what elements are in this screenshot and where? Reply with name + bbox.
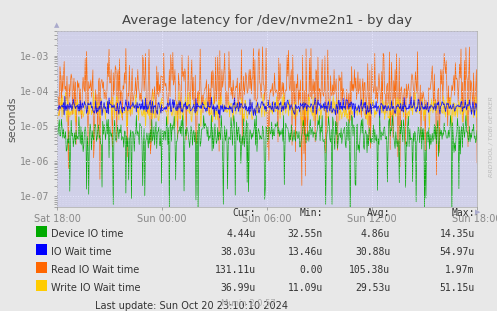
Text: ▲: ▲ [54, 22, 60, 28]
Text: 32.55n: 32.55n [288, 229, 323, 239]
Text: ▶: ▶ [475, 210, 480, 216]
Y-axis label: seconds: seconds [7, 96, 17, 142]
Text: Cur:: Cur: [233, 208, 256, 218]
Text: IO Wait time: IO Wait time [51, 247, 112, 257]
Text: Device IO time: Device IO time [51, 229, 124, 239]
Text: 36.99u: 36.99u [221, 283, 256, 293]
Text: Avg:: Avg: [367, 208, 390, 218]
Text: 0.00: 0.00 [300, 265, 323, 275]
Text: 54.97u: 54.97u [439, 247, 475, 257]
Text: 4.86u: 4.86u [361, 229, 390, 239]
Text: Min:: Min: [300, 208, 323, 218]
Text: Write IO Wait time: Write IO Wait time [51, 283, 141, 293]
Text: Munin 2.0.57: Munin 2.0.57 [221, 299, 276, 308]
Text: 38.03u: 38.03u [221, 247, 256, 257]
Text: 105.38u: 105.38u [349, 265, 390, 275]
Text: 51.15u: 51.15u [439, 283, 475, 293]
Text: 14.35u: 14.35u [439, 229, 475, 239]
Text: RRDTOOL / TOBI OETIKER: RRDTOOL / TOBI OETIKER [489, 96, 494, 177]
Text: Last update: Sun Oct 20 23:10:10 2024: Last update: Sun Oct 20 23:10:10 2024 [95, 301, 288, 311]
Text: 1.97m: 1.97m [445, 265, 475, 275]
Text: Max:: Max: [451, 208, 475, 218]
Text: 11.09u: 11.09u [288, 283, 323, 293]
Text: 4.44u: 4.44u [227, 229, 256, 239]
Text: 131.11u: 131.11u [215, 265, 256, 275]
Title: Average latency for /dev/nvme2n1 - by day: Average latency for /dev/nvme2n1 - by da… [122, 14, 412, 27]
Text: 29.53u: 29.53u [355, 283, 390, 293]
Text: 30.88u: 30.88u [355, 247, 390, 257]
Text: Read IO Wait time: Read IO Wait time [51, 265, 140, 275]
Text: 13.46u: 13.46u [288, 247, 323, 257]
